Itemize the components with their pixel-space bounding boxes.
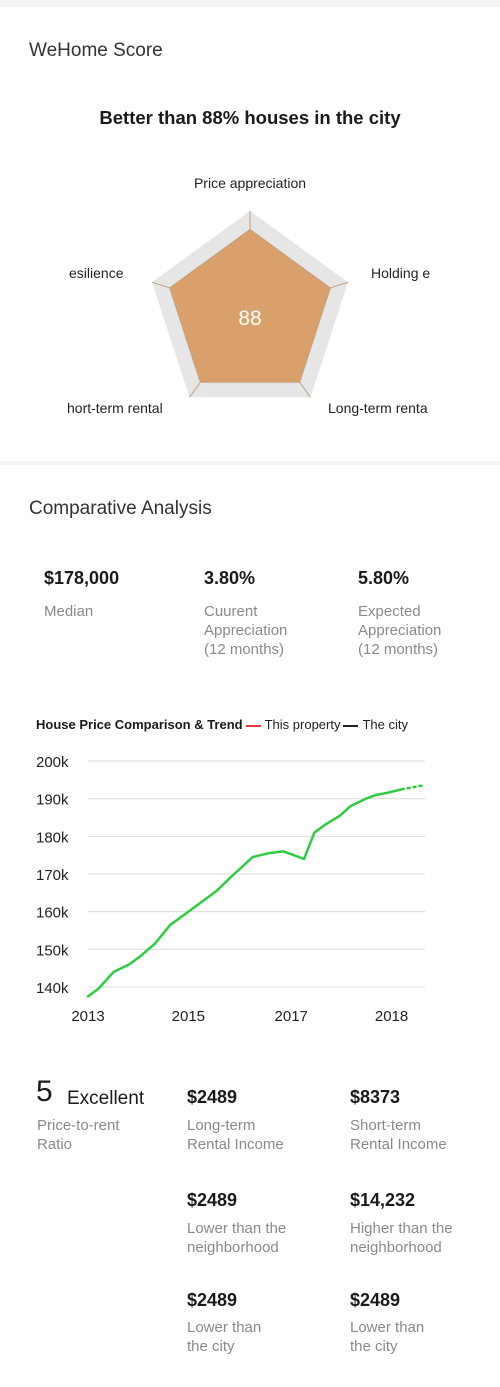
price-to-rent-ratio-value: 5 bbox=[36, 1075, 53, 1108]
city-lower-label: Lower than the city bbox=[350, 1319, 425, 1355]
legend-label-the-city: The city bbox=[362, 717, 408, 732]
median-value: $178,000 bbox=[44, 568, 120, 588]
neighborhood-higher-label: Higher than the neighborhood bbox=[350, 1220, 453, 1256]
section-title-comparative-analysis: Comparative Analysis bbox=[29, 498, 212, 519]
chart-legend: House Price Comparison & Trend This prope… bbox=[36, 717, 408, 732]
y-tick-label: 180k bbox=[36, 829, 69, 846]
chart-title: House Price Comparison & Trend bbox=[36, 717, 243, 732]
legend-line-this-property bbox=[245, 724, 261, 727]
x-tick-label: 2018 bbox=[375, 1008, 408, 1025]
median-label: Median bbox=[44, 603, 94, 620]
section-title-wehome-score: WeHome Score bbox=[29, 40, 163, 61]
city-lower-value: $2489 bbox=[350, 1290, 401, 1310]
radar-axis-label: Price appreciation bbox=[194, 175, 306, 191]
y-tick-label: 200k bbox=[36, 754, 69, 771]
radar-score-value: 88 bbox=[238, 307, 261, 330]
radar-axis-label: esilience bbox=[69, 265, 124, 281]
radar-score-area bbox=[169, 228, 331, 383]
y-tick-label: 150k bbox=[36, 942, 69, 959]
current-appreciation-value: 3.80% bbox=[204, 568, 256, 588]
y-tick-label: 190k bbox=[36, 792, 69, 809]
radar-chart: 88 Price appreciation Holding e Long-ter… bbox=[67, 175, 430, 416]
short-term-rental-income-value: $8373 bbox=[350, 1087, 401, 1107]
comparative-analysis-card: Comparative Analysis $178,000 Median 3.8… bbox=[0, 465, 500, 1387]
city-lower-label: Lower than the city bbox=[187, 1319, 262, 1355]
price-to-rent-ratio-rating: Excellent bbox=[67, 1088, 145, 1109]
legend-label-this-property: This property bbox=[264, 717, 341, 732]
wehome-score-card: WeHome Score Better than 88% houses in t… bbox=[0, 7, 500, 461]
long-term-rental-income-value: $2489 bbox=[187, 1087, 238, 1107]
expected-appreciation-value: 5.80% bbox=[358, 568, 410, 588]
neighborhood-higher-value: $14,232 bbox=[350, 1190, 416, 1210]
price-to-rent-ratio-label: Price-to-rent Ratio bbox=[37, 1117, 120, 1153]
y-tick-label: 160k bbox=[36, 905, 69, 922]
x-tick-label: 2015 bbox=[172, 1008, 205, 1025]
long-term-rental-income-label: Long-term Rental Income bbox=[187, 1117, 284, 1153]
x-tick-label: 2013 bbox=[71, 1008, 104, 1025]
radar-axis-label: hort-term rental bbox=[67, 400, 163, 416]
expected-appreciation-label: Expected Appreciation (12 months) bbox=[358, 603, 442, 658]
y-tick-label: 170k bbox=[36, 867, 69, 884]
legend-line-the-city bbox=[343, 724, 359, 727]
neighborhood-lower-value: $2489 bbox=[187, 1190, 238, 1210]
neighborhood-lower-label: Lower than the neighborhood bbox=[187, 1220, 287, 1256]
y-tick-label: 140k bbox=[36, 980, 69, 997]
radar-axis-label: Long-term renta bbox=[328, 400, 428, 416]
city-lower-value: $2489 bbox=[187, 1290, 238, 1310]
current-appreciation-label: Cuurent Appreciation (12 months) bbox=[204, 603, 288, 658]
radar-axis-label: Holding e bbox=[371, 265, 430, 281]
price-trend-line bbox=[86, 788, 404, 998]
x-tick-label: 2017 bbox=[275, 1008, 308, 1025]
score-headline: Better than 88% houses in the city bbox=[99, 107, 401, 128]
price-trend-forecast-line bbox=[400, 784, 424, 791]
short-term-rental-income-label: Short-term Rental Income bbox=[350, 1117, 447, 1153]
